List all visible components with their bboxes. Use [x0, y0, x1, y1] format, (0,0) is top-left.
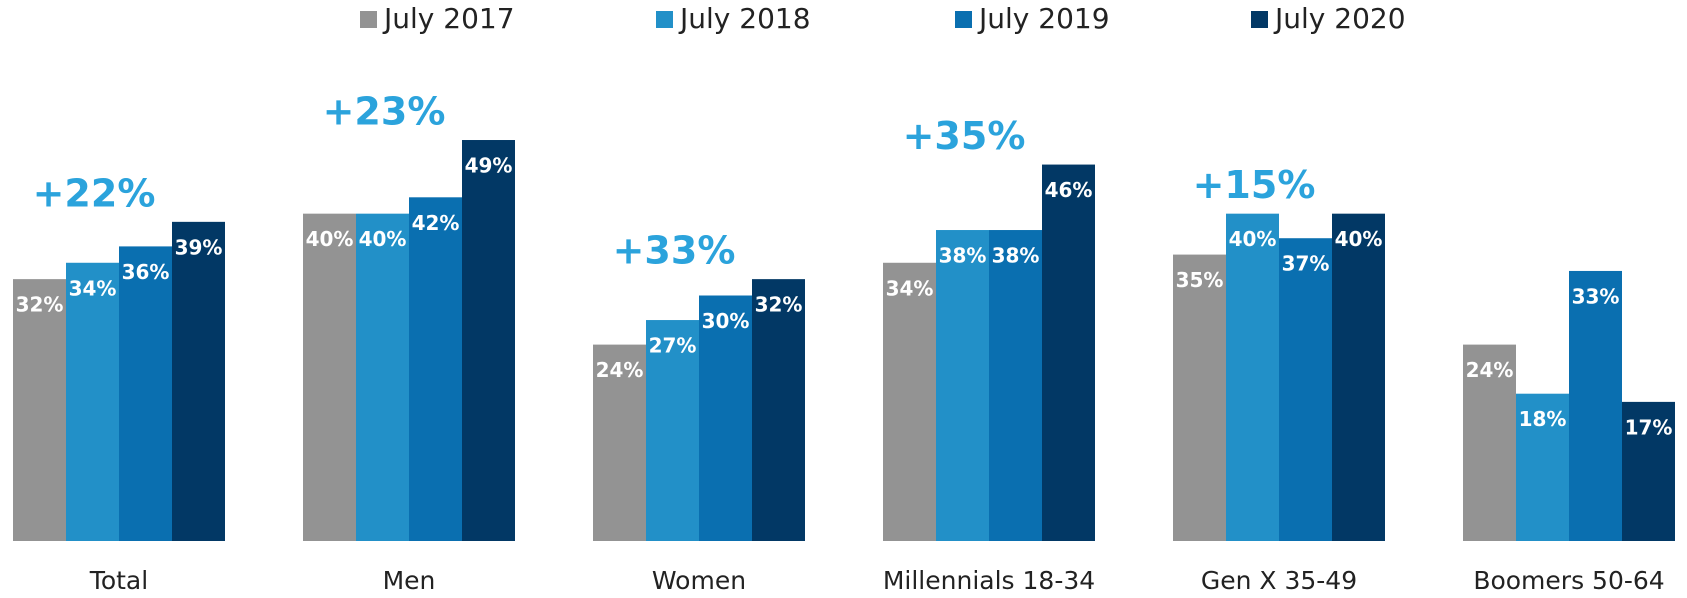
- bar: [883, 262, 936, 541]
- legend-swatch: [955, 11, 972, 28]
- bar: [66, 262, 119, 541]
- annotation: +35%: [903, 114, 1026, 158]
- bar: [1226, 213, 1279, 541]
- value-label: 40%: [1229, 227, 1277, 251]
- value-label: 24%: [1466, 358, 1514, 382]
- value-label: 40%: [1335, 227, 1383, 251]
- bar: [172, 221, 225, 541]
- value-label: 38%: [939, 244, 987, 268]
- value-label: 27%: [649, 334, 697, 358]
- value-label: 35%: [1176, 268, 1224, 292]
- legend-label: July 2020: [1273, 2, 1406, 35]
- x-tick-label: Men: [383, 566, 436, 595]
- bar: [752, 279, 805, 541]
- value-label: 17%: [1625, 415, 1673, 439]
- value-label: 39%: [175, 235, 223, 259]
- value-label: 32%: [755, 293, 803, 317]
- x-tick-label: Total: [89, 566, 148, 595]
- value-label: 32%: [16, 293, 64, 317]
- annotation: +33%: [613, 229, 736, 273]
- x-tick-label: Boomers 50-64: [1473, 566, 1664, 595]
- value-label: 38%: [992, 244, 1040, 268]
- bar: [1622, 401, 1675, 541]
- bar: [119, 246, 172, 541]
- value-label: 30%: [702, 309, 750, 333]
- legend-swatch: [656, 11, 673, 28]
- legend-label: July 2017: [382, 2, 515, 35]
- bar: [1042, 164, 1095, 542]
- value-label: 24%: [596, 358, 644, 382]
- bar: [593, 344, 646, 541]
- x-tick-label: Women: [652, 566, 746, 595]
- annotation: +15%: [1193, 163, 1316, 207]
- bar: [409, 197, 462, 542]
- value-label: 46%: [1045, 178, 1093, 202]
- annotation: +23%: [323, 90, 446, 134]
- value-label: 37%: [1282, 252, 1330, 276]
- legend-swatch: [1251, 11, 1268, 28]
- value-label: 34%: [69, 276, 117, 300]
- bar: [1516, 393, 1569, 541]
- bar: [1332, 213, 1385, 541]
- bar: [936, 230, 989, 542]
- value-label: 18%: [1519, 407, 1567, 431]
- value-label: 40%: [306, 227, 354, 251]
- value-label: 33%: [1572, 284, 1620, 308]
- legend-label: July 2019: [977, 2, 1110, 35]
- value-label: 36%: [122, 260, 170, 284]
- bar: [1463, 344, 1516, 541]
- legend-swatch: [360, 11, 377, 28]
- value-label: 42%: [412, 211, 460, 235]
- value-label: 34%: [886, 276, 934, 300]
- bar: [646, 320, 699, 541]
- bar: [1279, 238, 1332, 541]
- bar: [699, 295, 752, 541]
- bar: [989, 230, 1042, 542]
- x-tick-label: Gen X 35-49: [1201, 566, 1357, 595]
- bar: [1173, 254, 1226, 542]
- bar: [1569, 270, 1622, 541]
- x-tick-label: Millennials 18-34: [883, 566, 1095, 595]
- bar: [356, 213, 409, 541]
- legend-label: July 2018: [678, 2, 811, 35]
- value-label: 40%: [359, 227, 407, 251]
- annotation: +22%: [33, 171, 156, 215]
- bar: [462, 140, 515, 541]
- bar: [13, 279, 66, 541]
- bar: [303, 213, 356, 541]
- value-label: 49%: [465, 154, 513, 178]
